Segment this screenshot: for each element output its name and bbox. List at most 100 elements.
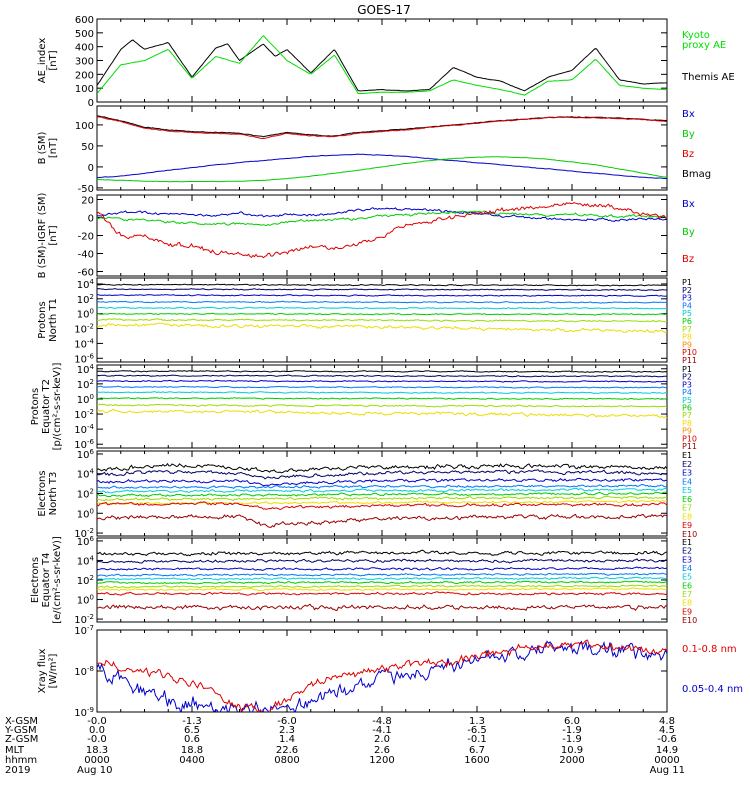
y-axis-label: Protons (30, 388, 41, 425)
series-line-ae-kyoto-proxy-ae (97, 35, 667, 96)
legend-label: P10 (682, 348, 697, 357)
series-line-p2-p2 (97, 374, 667, 378)
y-tick-label: 0 (88, 214, 94, 225)
series-line-e4-e4 (97, 572, 667, 577)
ephemeris-value: 4.8 (659, 716, 675, 727)
series-line-e3-e9 (97, 501, 667, 511)
y-axis-label: AE_index (37, 38, 48, 84)
legend-label: E7 (682, 504, 692, 513)
panel-p1: 104 102 100 10-210-4 10-6 Protons North T1 P1P2… (37, 277, 697, 365)
y-tick-label: 300 (75, 57, 94, 68)
legend-label: E6 (682, 581, 692, 590)
series-line-bsm-bx (97, 153, 667, 180)
y-tick-label: -20 (78, 232, 94, 243)
legend-label: P4 (682, 388, 692, 397)
y-tick-label: 104 (77, 278, 95, 291)
legend-label: 0.05-0.4 nm (682, 684, 743, 695)
y-tick-label: 10-4 (74, 423, 94, 436)
legend-label: P2 (682, 286, 692, 295)
y-tick-label: -60 (78, 268, 94, 279)
series-line-e3-e7 (97, 495, 667, 502)
series-line-bdiff-by (97, 210, 667, 227)
ephemeris-value: -0.6 (657, 734, 677, 745)
series-group (97, 370, 667, 419)
legend-label: E6 (682, 495, 692, 504)
y-tick-label: 10-9 (74, 706, 94, 719)
series-line-p1-p8 (97, 322, 667, 334)
ephemeris-value: -4.8 (372, 716, 392, 727)
legend-label: proxy AE (682, 40, 726, 51)
y-tick-label: 10-2 (74, 613, 94, 626)
y-tick-label: 400 (75, 43, 94, 54)
legend-label: Bmag (682, 169, 711, 180)
series-group (97, 639, 667, 712)
y-tick-label: 10-2 (74, 527, 94, 540)
y-tick-label: 100 (77, 594, 94, 607)
series-line-p2-p5 (97, 391, 667, 394)
legend-label: P7 (682, 325, 692, 334)
legend-label: P2 (682, 373, 692, 382)
legend-label: P8 (682, 419, 692, 428)
y-tick-label: 50 (81, 142, 94, 153)
y-tick-label: 102 (77, 574, 94, 587)
ephemeris-value: 4.5 (659, 725, 675, 736)
ephemeris-value: -1.9 (562, 725, 582, 736)
series-line-bdiff-bz (97, 202, 667, 259)
y-axis-label: [p/(cm²-s-sr-keV)] (52, 363, 63, 451)
series-line-e3-e3 (97, 477, 667, 487)
ephemeris-value: 0000 (654, 755, 679, 766)
panel-ae: 600 500 400 300 200 100 0 AE_index [nT] Kyotoprox… (37, 15, 735, 109)
y-tick-label: 102 (77, 293, 94, 306)
ephemeris-value: 6.5 (184, 725, 200, 736)
y-tick-label: 10-4 (74, 337, 94, 350)
y-axis-label: B (SM)-IGRF (SM) (37, 193, 48, 279)
y-axis-label: North T1 (48, 298, 59, 342)
y-tick-label: -40 (78, 250, 94, 261)
ephemeris-value: 0400 (179, 755, 204, 766)
series-line-e3-e10 (97, 513, 667, 528)
series-line-bdiff-bx (97, 207, 667, 222)
y-axis-label: Equator T2 (41, 379, 52, 434)
y-tick-label: 100 (75, 121, 94, 132)
y-tick-label: 600 (75, 15, 94, 26)
legend-label: E4 (682, 564, 692, 573)
legend-label: P9 (682, 340, 692, 349)
legend-label: E2 (682, 547, 692, 556)
panel-bsm: 100 50 0 -50 B (SM) [nT] Bx By Bz Bmag (37, 105, 711, 195)
legend-label: E5 (682, 486, 692, 495)
series-group (97, 283, 667, 334)
legend-label: 0.1-0.8 nm (682, 644, 737, 655)
legend-label: E3 (682, 555, 692, 564)
y-axis-label: [e/(cm²-s-sr-keV)] (52, 536, 63, 624)
ephemeris-value: 6.7 (469, 745, 485, 756)
series-line-xray-0-05-0-4-nm (97, 640, 667, 712)
series-line-p1-p3 (97, 294, 667, 297)
series-group (97, 462, 667, 528)
y-axis-label: Electrons (37, 470, 48, 516)
ephemeris-value: -1.3 (182, 716, 202, 727)
y-tick-label: 10-2 (74, 408, 94, 421)
legend-label: P4 (682, 301, 692, 310)
series-line-p2-p8 (97, 408, 667, 419)
y-axis-label: B (SM) (37, 131, 48, 164)
ephemeris-value: 1200 (369, 755, 394, 766)
ephemeris-value: -6.0 (277, 716, 297, 727)
y-tick-label: 104 (77, 363, 95, 376)
legend-label: E8 (682, 599, 692, 608)
ephemeris-value: 10.9 (561, 745, 583, 756)
panel-bdiff: 20 0 -20 -40 -60 B (SM)-IGRF (SM) [nT] Bx By Bz (37, 193, 695, 279)
ephemeris-row-label: Y-GSM (4, 725, 37, 736)
legend-label: E2 (682, 460, 692, 469)
ephemeris-table: X-GSM -0.0 -1.3 -6.0 -4.8 1.3 6.0 4.8 Y-GSM 0.0 6.… (4, 716, 685, 776)
y-tick-label: 100 (77, 393, 94, 406)
series-group (97, 35, 667, 96)
ephemeris-value: 6.0 (564, 716, 580, 727)
ephemeris-value: 2.3 (279, 725, 295, 736)
legend-label: E3 (682, 469, 692, 478)
ephemeris-value: 0.0 (89, 725, 105, 736)
series-line-e4-e9 (97, 591, 667, 596)
ephemeris-value: -0.0 (87, 716, 107, 727)
y-tick-label: 10-2 (74, 323, 94, 336)
